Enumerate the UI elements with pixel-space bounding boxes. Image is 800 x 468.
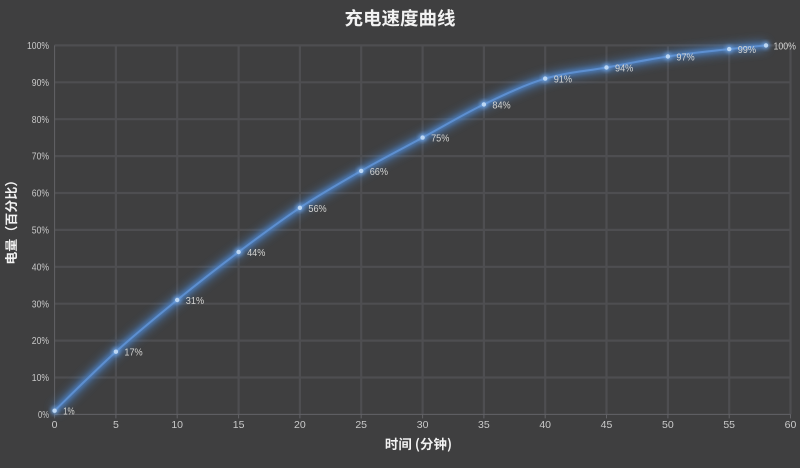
svg-text:50%: 50% xyxy=(32,226,49,237)
svg-text:90%: 90% xyxy=(32,78,49,89)
svg-text:80%: 80% xyxy=(32,115,49,126)
svg-text:55: 55 xyxy=(723,419,735,431)
svg-text:30: 30 xyxy=(417,419,429,431)
svg-text:35: 35 xyxy=(478,419,490,431)
svg-text:40%: 40% xyxy=(32,262,49,273)
svg-text:100%: 100% xyxy=(774,41,797,52)
svg-text:44%: 44% xyxy=(247,248,265,259)
svg-text:50: 50 xyxy=(662,419,674,431)
svg-text:60%: 60% xyxy=(32,189,49,200)
svg-text:40: 40 xyxy=(539,419,551,431)
svg-text:30%: 30% xyxy=(32,299,49,310)
svg-text:10%: 10% xyxy=(32,373,49,384)
svg-text:20: 20 xyxy=(294,419,306,431)
svg-text:75%: 75% xyxy=(431,134,449,145)
svg-text:66%: 66% xyxy=(370,167,388,178)
svg-text:91%: 91% xyxy=(554,75,572,86)
svg-text:56%: 56% xyxy=(308,204,326,215)
svg-text:20%: 20% xyxy=(32,336,49,347)
svg-text:0: 0 xyxy=(52,419,58,431)
svg-text:25: 25 xyxy=(355,419,367,431)
svg-text:70%: 70% xyxy=(32,152,49,163)
svg-text:31%: 31% xyxy=(186,296,204,307)
svg-text:100%: 100% xyxy=(27,41,49,52)
svg-text:5: 5 xyxy=(113,419,119,431)
svg-text:99%: 99% xyxy=(738,45,756,56)
svg-text:45: 45 xyxy=(601,419,613,431)
svg-text:10: 10 xyxy=(171,419,183,431)
svg-text:1%: 1% xyxy=(63,407,75,418)
svg-text:15: 15 xyxy=(233,419,245,431)
svg-text:60: 60 xyxy=(785,419,797,431)
svg-text:97%: 97% xyxy=(676,53,694,64)
svg-text:94%: 94% xyxy=(615,64,633,75)
svg-text:84%: 84% xyxy=(492,100,510,111)
svg-text:17%: 17% xyxy=(124,348,142,359)
svg-text:0%: 0% xyxy=(38,410,49,421)
